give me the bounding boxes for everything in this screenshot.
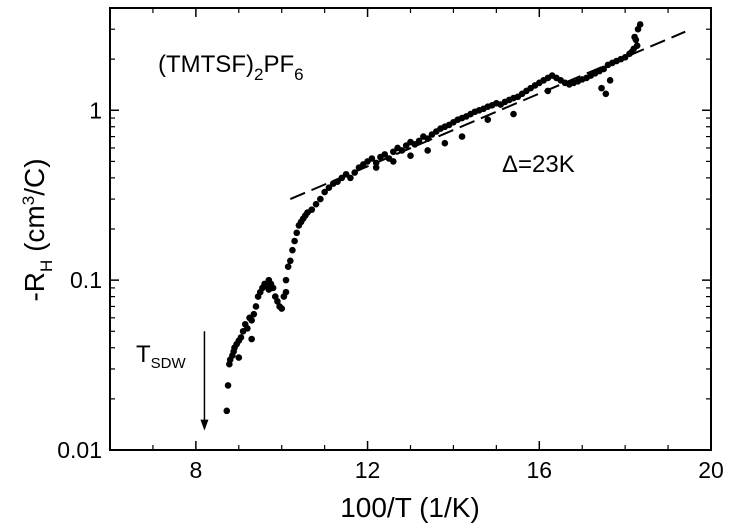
data-point xyxy=(223,407,231,415)
data-point xyxy=(398,147,406,154)
data-point xyxy=(312,200,320,208)
data-point xyxy=(278,305,286,312)
data-point xyxy=(284,263,292,270)
data-point xyxy=(484,116,492,123)
data-point xyxy=(633,42,641,49)
data-point xyxy=(407,152,414,160)
y-axis-label-unit: (cm xyxy=(19,205,50,259)
data-point xyxy=(636,21,644,28)
data-point xyxy=(600,65,607,73)
data-point xyxy=(390,148,397,156)
y-axis-label-unit-end: /C) xyxy=(19,158,50,195)
data-point xyxy=(293,229,301,237)
tsdw-label: TSDW xyxy=(136,341,187,372)
y-axis-label: -RH (cm3/C) xyxy=(19,158,56,301)
data-point xyxy=(381,151,389,158)
axis-ticks xyxy=(109,8,712,451)
data-point xyxy=(334,178,341,185)
data-point xyxy=(250,310,258,318)
data-point xyxy=(244,325,251,332)
data-point xyxy=(372,159,380,167)
data-point xyxy=(289,246,296,254)
data-point xyxy=(372,164,380,171)
data-point xyxy=(235,354,243,361)
data-point xyxy=(237,334,245,341)
data-point xyxy=(224,382,232,389)
tsdw-arrow xyxy=(200,331,209,431)
y-axis-label-sub: H xyxy=(37,260,56,272)
data-point xyxy=(544,87,552,95)
data-point xyxy=(252,303,260,310)
data-point xyxy=(602,90,610,98)
data-point xyxy=(606,77,614,84)
data-point xyxy=(321,188,328,196)
data-point xyxy=(441,139,449,147)
data-point xyxy=(424,135,431,143)
data-point xyxy=(265,276,273,284)
data-point xyxy=(291,237,298,245)
data-point xyxy=(287,257,294,265)
data-point xyxy=(458,133,466,140)
data-point xyxy=(510,110,517,118)
gap-annotation: Δ=23K xyxy=(502,151,575,178)
data-point xyxy=(274,298,281,305)
y-axis-label-sup: 3 xyxy=(19,196,38,205)
data-point xyxy=(248,335,255,343)
y-tick-label: 1 xyxy=(89,97,102,123)
y-tick-label: 0.1 xyxy=(70,267,102,293)
data-point xyxy=(282,288,290,296)
data-points-layer xyxy=(223,21,644,415)
data-point xyxy=(415,137,423,145)
x-tick-label: 8 xyxy=(189,457,202,483)
data-point xyxy=(347,174,354,182)
data-point xyxy=(598,84,605,92)
tsdw-arrow-head xyxy=(200,419,209,431)
compound-label: (TMTSF)2PF6 xyxy=(158,51,304,84)
plot-area xyxy=(109,7,712,451)
y-tick-label: 0.01 xyxy=(57,437,102,463)
x-tick-label: 20 xyxy=(698,457,724,483)
data-point xyxy=(390,158,397,165)
x-tick-label: 12 xyxy=(355,457,381,483)
data-point xyxy=(424,147,431,154)
data-point xyxy=(269,284,277,292)
tick-labels: 8 12 16 20 0.01 0.1 1 xyxy=(57,97,724,483)
data-point xyxy=(351,169,358,176)
x-tick-label: 16 xyxy=(526,457,552,483)
data-point xyxy=(248,317,255,324)
data-point xyxy=(308,206,316,213)
x-axis-label: 100/T (1/K) xyxy=(340,492,480,523)
data-point xyxy=(628,48,635,56)
data-point xyxy=(631,33,638,41)
data-point xyxy=(282,276,290,284)
y-axis-label-main: -R xyxy=(19,272,50,302)
data-point xyxy=(317,195,324,203)
data-point xyxy=(368,155,376,162)
data-point xyxy=(325,184,333,192)
